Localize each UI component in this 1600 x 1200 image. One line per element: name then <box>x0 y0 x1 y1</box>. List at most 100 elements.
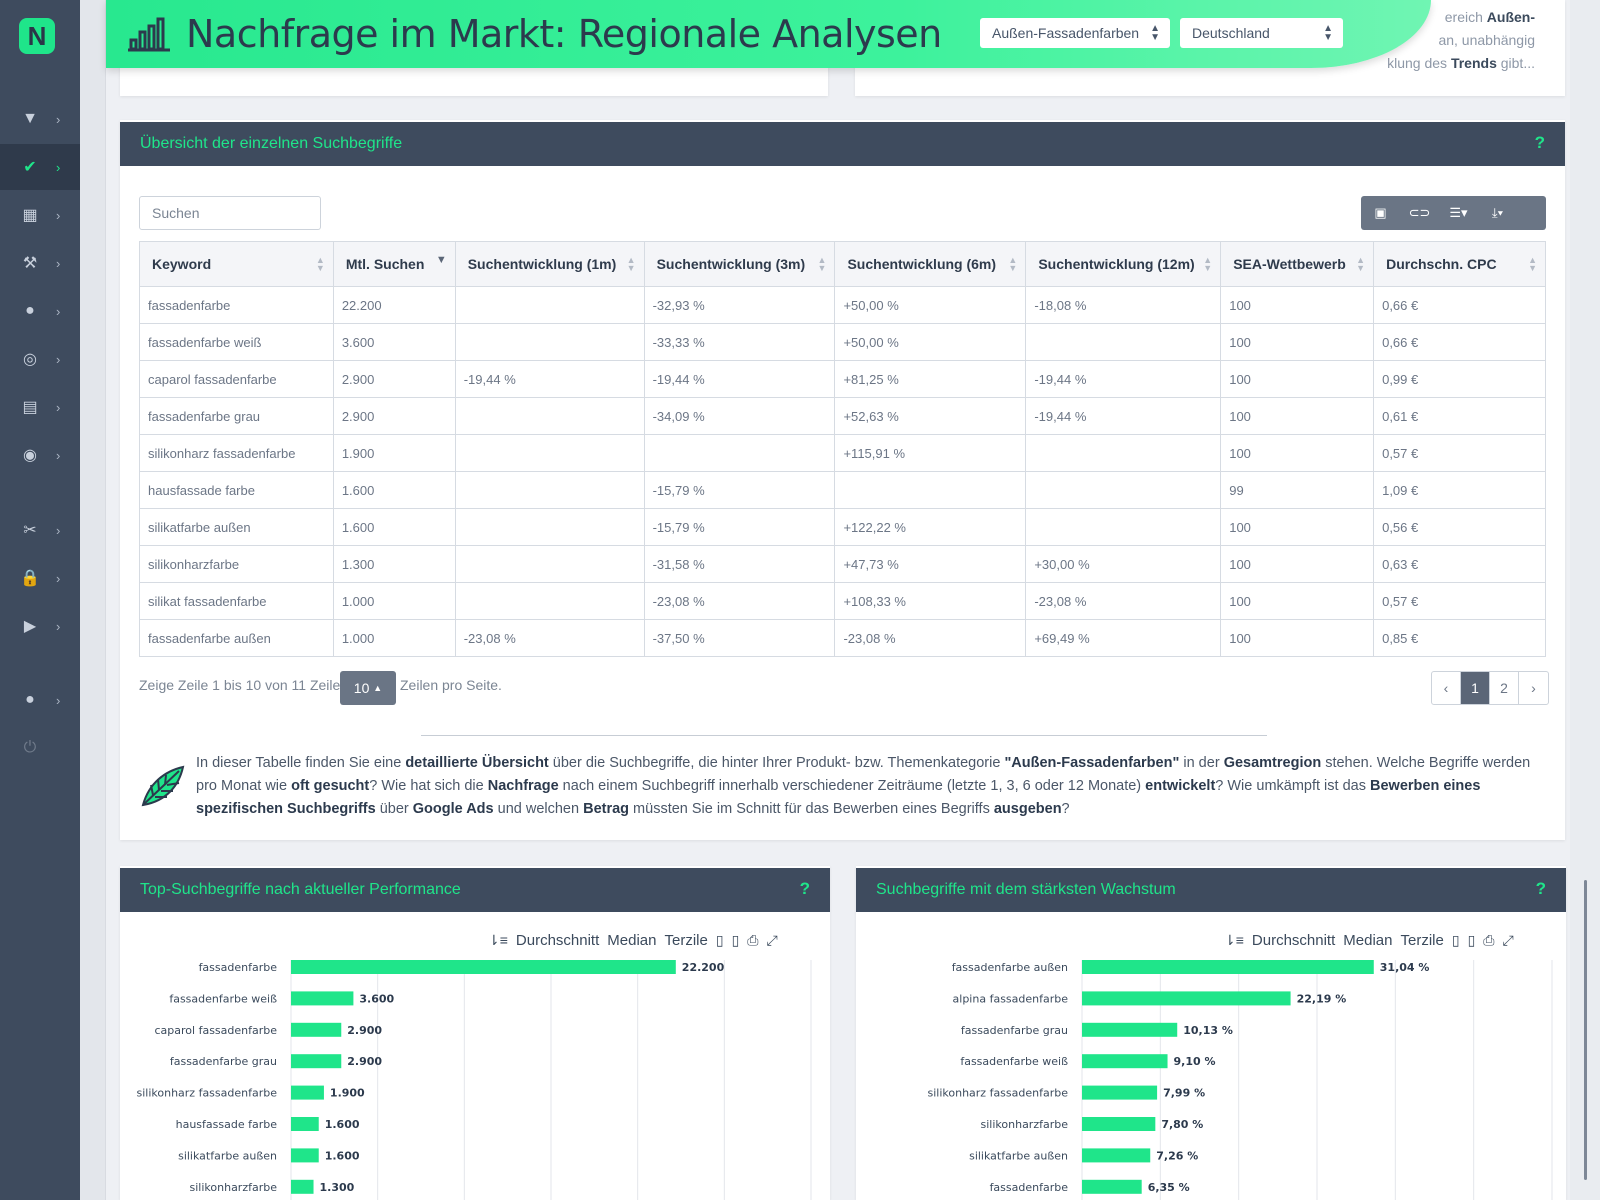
bar[interactable] <box>291 1117 319 1131</box>
sidebar-item-power[interactable]: ⏻ <box>0 725 80 771</box>
sidebar-item-lightbulb[interactable]: ● › <box>0 288 80 334</box>
target-icon: ◎ <box>23 351 37 368</box>
column-header[interactable]: Keyword ▲ ▼ <box>139 241 334 287</box>
category-label: fassadenfarbe außen <box>952 961 1068 974</box>
sort-icon[interactable]: ⇂≡ <box>488 932 508 948</box>
table-cell: -18,08 % <box>1025 286 1222 324</box>
column-header[interactable]: Suchentwicklung (6m) ▲ ▼ <box>834 241 1027 287</box>
prev-page-button[interactable]: ‹ <box>1432 672 1461 704</box>
sidebar-item-play[interactable]: ▶ › <box>0 603 80 649</box>
table-cell: fassadenfarbe außen <box>139 619 334 657</box>
toggle-icon[interactable]: ⊂⊃ <box>1408 205 1431 220</box>
table-cell: -23,08 % <box>834 619 1027 657</box>
description-segment: "Außen-Fassadenfarben" <box>1004 755 1180 771</box>
page-button[interactable]: 2 <box>1490 672 1519 704</box>
region-select[interactable]: Deutschland ▲ ▼ <box>1180 18 1343 48</box>
bar[interactable] <box>291 991 354 1006</box>
help-icon[interactable]: ? <box>799 879 810 898</box>
column-header-label: Mtl. Suchen <box>345 256 425 272</box>
bar[interactable] <box>1082 1179 1142 1194</box>
table-cell: -23,08 % <box>454 619 645 657</box>
table-cell: 22.200 <box>332 286 456 324</box>
excel-icon[interactable]: ▯ <box>1467 932 1476 948</box>
fullscreen-icon[interactable]: ⤢ <box>766 932 778 948</box>
median-button[interactable]: Median <box>1343 932 1393 949</box>
content-gutter <box>80 0 106 1200</box>
sidebar-item-target[interactable]: ◎ › <box>0 336 80 382</box>
sidebar-item-wrench[interactable]: ✂ › <box>0 507 80 553</box>
data-label: 9,10 % <box>1174 1055 1216 1068</box>
column-header[interactable]: Mtl. Suchen ▼ <box>332 241 456 287</box>
bar[interactable] <box>291 1179 314 1194</box>
sidebar-item-calculator[interactable]: ▦ › <box>0 192 80 238</box>
sidebar-item-user[interactable]: ● › <box>0 677 80 723</box>
description-segment: über <box>375 801 413 817</box>
help-icon[interactable]: ? <box>1534 133 1545 152</box>
table-cell: -19,44 % <box>643 360 836 398</box>
scroll-thumb[interactable] <box>1584 880 1587 1180</box>
bar[interactable] <box>291 960 676 974</box>
category-select[interactable]: Außen-Fassadenfarben ▲ ▼ <box>980 18 1170 48</box>
page-button[interactable]: 1 <box>1461 672 1490 704</box>
column-header[interactable]: Suchentwicklung (12m) ▲ ▼ <box>1025 241 1222 287</box>
bar[interactable] <box>291 1148 319 1163</box>
print-icon[interactable]: ⎙ <box>1483 932 1495 948</box>
fullscreen-icon[interactable]: ⤢ <box>1502 932 1514 948</box>
median-button[interactable]: Median <box>607 932 657 949</box>
collapse-icon[interactable]: ▣ <box>1374 205 1387 220</box>
chevron-right-icon: › <box>56 303 61 319</box>
pagination-info: Zeige Zeile 1 bis 10 von 11 Zeilen. <box>139 677 352 693</box>
category-label: fassadenfarbe weiß <box>169 992 277 1005</box>
bar[interactable] <box>1082 1022 1178 1037</box>
description-segment: müssten Sie im Schnitt für das Bewerben … <box>629 801 994 817</box>
leaf-logo-icon <box>141 765 185 807</box>
sidebar-item-filter[interactable]: ▼ › <box>0 96 80 142</box>
bar[interactable] <box>1082 1117 1156 1131</box>
pdf-icon[interactable]: ▯ <box>715 932 724 948</box>
user-icon: ● <box>25 691 35 708</box>
terzile-button[interactable]: Terzile <box>1400 932 1444 949</box>
bar[interactable] <box>1082 1054 1168 1069</box>
print-icon[interactable]: ⎙ <box>747 932 759 948</box>
sidebar-item-lock[interactable]: 🔒 › <box>0 555 80 601</box>
next-page-button[interactable]: › <box>1531 680 1536 696</box>
column-header[interactable]: Suchentwicklung (3m) ▲ ▼ <box>643 241 836 287</box>
chevron-right-icon: › <box>56 351 61 367</box>
column-header[interactable]: Durchschn. CPC ▲ ▼ <box>1373 241 1546 287</box>
help-icon[interactable]: ? <box>1535 879 1546 898</box>
table-cell: +50,00 % <box>834 323 1027 361</box>
description-segment: ? <box>1061 801 1070 817</box>
sort-icon: ▲ ▼ <box>1528 255 1537 273</box>
rows-per-page-button[interactable]: 10 ▲ <box>340 671 396 705</box>
bar[interactable] <box>291 1085 324 1100</box>
export-icon[interactable]: ⤓▾ <box>1491 205 1504 220</box>
bar[interactable] <box>1082 991 1291 1006</box>
average-button[interactable]: Durchschnitt <box>515 932 600 949</box>
app-logo[interactable]: N <box>19 18 55 54</box>
bar[interactable] <box>1082 1148 1151 1163</box>
pdf-icon[interactable]: ▯ <box>1451 932 1460 948</box>
page-scrollbar[interactable] <box>1570 0 1600 1200</box>
columns-icon[interactable]: ☰▾ <box>1449 205 1468 220</box>
column-header[interactable]: Suchentwicklung (1m) ▲ ▼ <box>454 241 645 287</box>
table-search-input[interactable]: Suchen <box>139 196 321 230</box>
bar[interactable] <box>291 1054 342 1069</box>
sidebar-item-keyboard[interactable]: ▤ › <box>0 384 80 430</box>
table-cell: +108,33 % <box>834 582 1027 620</box>
category-label: silikonharzfarbe <box>981 1118 1069 1131</box>
sidebar-item-eye[interactable]: ◉ › <box>0 432 80 478</box>
sidebar-item-check[interactable]: ✔ › <box>0 144 80 190</box>
rows-per-page-value: 10 <box>353 680 370 696</box>
table-cell <box>454 545 645 583</box>
bar[interactable] <box>291 1022 342 1037</box>
average-button[interactable]: Durchschnitt <box>1251 932 1336 949</box>
growth-keywords-title: Suchbegriffe mit dem stärksten Wachstum <box>876 881 1176 898</box>
sidebar-item-tools-chart[interactable]: ⚒ › <box>0 240 80 286</box>
sort-icon[interactable]: ⇂≡ <box>1224 932 1244 948</box>
bar[interactable] <box>1082 1085 1158 1100</box>
bar[interactable] <box>1082 960 1374 974</box>
excel-icon[interactable]: ▯ <box>731 932 740 948</box>
terzile-button[interactable]: Terzile <box>664 932 708 949</box>
description-segment: Bewerben eines spezifischen Suchbegriffs <box>196 778 1481 817</box>
column-header[interactable]: SEA-Wettbewerb ▲ ▼ <box>1220 241 1375 287</box>
